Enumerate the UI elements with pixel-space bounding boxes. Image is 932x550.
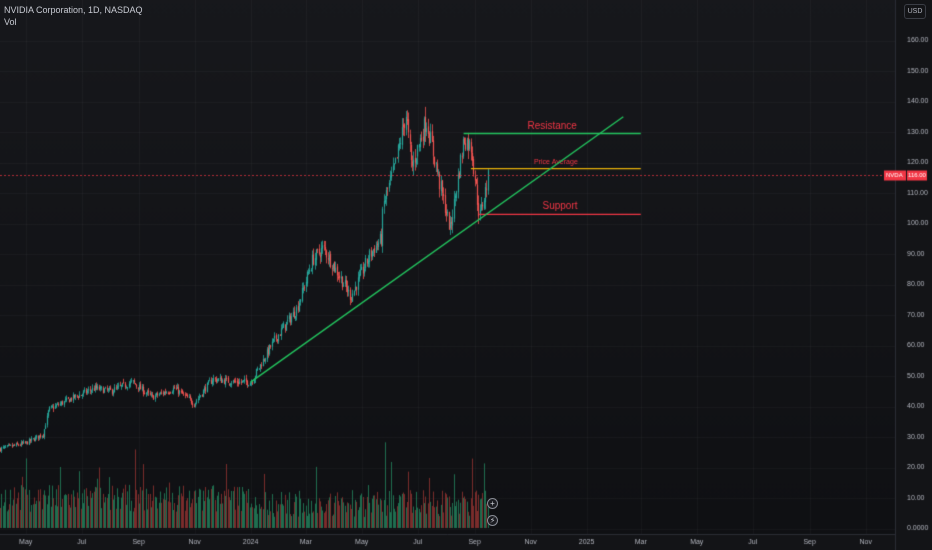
plus-circle-icon[interactable]: + [487,498,498,509]
lightning-icon[interactable]: ⚡ [487,515,498,526]
currency-button[interactable]: USD [904,4,926,19]
chart-title: NVIDIA Corporation, 1D, NASDAQ [4,5,143,15]
volume-label: Vol [4,17,17,27]
